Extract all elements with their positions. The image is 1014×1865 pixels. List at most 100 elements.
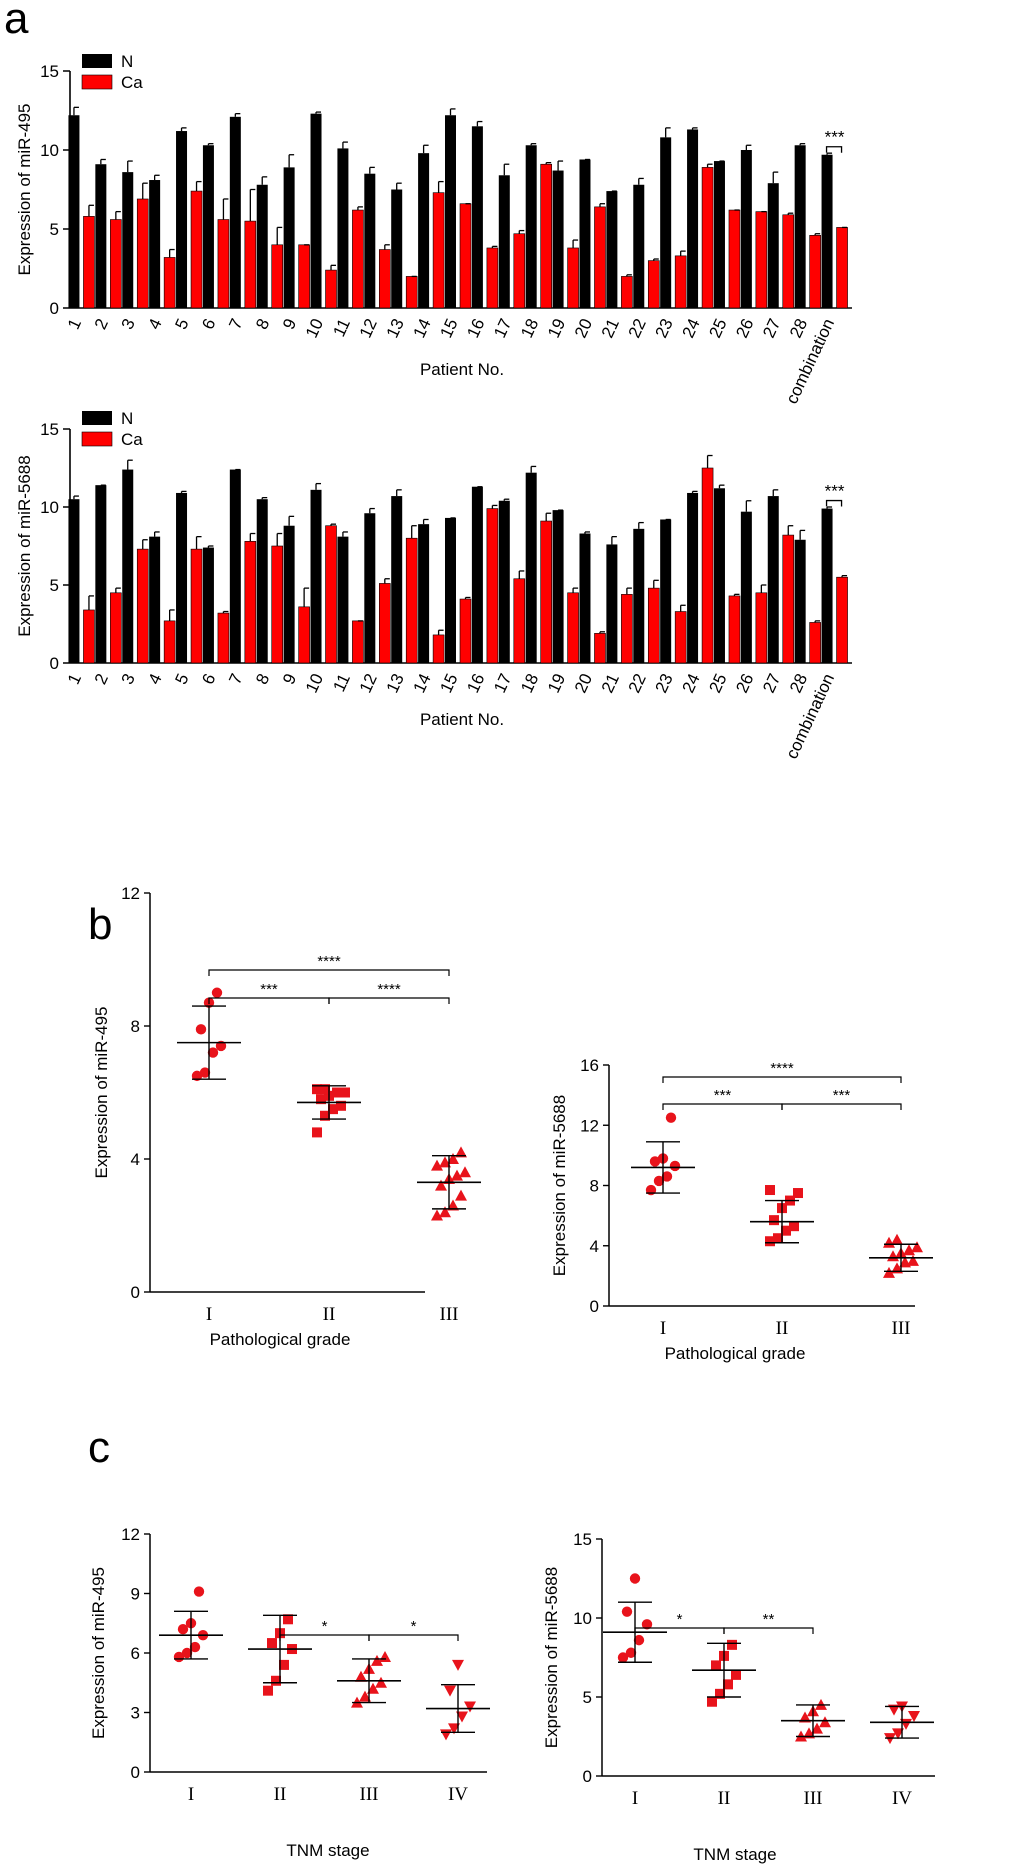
x-tick-label: 12	[356, 671, 381, 696]
significance-label: ****	[770, 1060, 794, 1077]
y-tick-label: 5	[583, 1688, 592, 1707]
y-tick-label: 0	[50, 299, 59, 318]
bar-ca	[809, 622, 821, 664]
x-tick-label: 28	[786, 671, 811, 696]
x-tick-label: I	[188, 1784, 194, 1805]
bar-ca	[486, 247, 499, 309]
significance-label: ****	[317, 953, 341, 970]
bar-n	[445, 115, 456, 309]
x-tick-label: 4	[145, 671, 166, 688]
x-tick-label: 1	[64, 671, 85, 688]
data-point	[765, 1185, 775, 1196]
data-point	[649, 1156, 661, 1167]
bar-n	[310, 489, 322, 663]
y-axis-title: Expression of miR-495	[89, 1567, 108, 1739]
x-tick-label: 21	[598, 671, 623, 696]
y-tick-label: 10	[573, 1609, 592, 1628]
data-point	[793, 1188, 803, 1199]
significance-label: *	[411, 1618, 417, 1635]
data-point	[440, 1729, 452, 1741]
significance-bracket	[825, 499, 843, 507]
y-tick-label: 6	[131, 1644, 140, 1663]
bar-n	[794, 145, 806, 308]
data-point	[711, 1660, 721, 1671]
x-axis-title: TNM stage	[286, 1841, 369, 1860]
significance-label: ***	[714, 1087, 732, 1104]
y-axis-title: Expression of miR-5688	[542, 1567, 561, 1748]
bar-ca	[728, 595, 741, 664]
data-point	[340, 1087, 350, 1098]
bar-n	[525, 145, 537, 308]
x-tick-label: 15	[436, 671, 461, 696]
x-tick-label: 23	[652, 316, 677, 341]
x-tick-label: 11	[329, 671, 354, 695]
legend-label-n: N	[121, 52, 133, 71]
data-point	[312, 1084, 322, 1095]
bar-ca	[110, 592, 122, 664]
data-point	[464, 1701, 476, 1713]
x-tick-label: IV	[892, 1788, 912, 1809]
x-tick-label: 25	[705, 671, 730, 696]
y-tick-label: 12	[580, 1116, 599, 1135]
bar-ca	[379, 249, 391, 309]
x-tick-label: 9	[279, 671, 300, 688]
data-point	[773, 1233, 783, 1244]
bar-ca	[540, 163, 552, 309]
bar-ca	[83, 216, 95, 309]
y-axis-title: Expression of miR-5688	[15, 455, 34, 636]
bar-n	[552, 510, 564, 663]
significance-bracket	[662, 1103, 783, 1110]
significance-bracket	[368, 1634, 459, 1641]
bar-n	[95, 485, 107, 663]
x-tick-label: 4	[145, 316, 166, 333]
x-tick-label: 13	[383, 316, 408, 341]
data-point	[803, 1727, 815, 1739]
x-tick-label: 17	[490, 316, 515, 341]
bar-ca	[459, 203, 472, 309]
data-point	[332, 1087, 342, 1098]
x-tick-label: IV	[448, 1784, 468, 1805]
data-point	[199, 1067, 211, 1078]
significance-bracket	[279, 1634, 370, 1641]
x-tick-label: 18	[517, 671, 542, 696]
x-tick-label: III	[360, 1784, 379, 1805]
bar-ca	[352, 620, 364, 664]
data-point	[765, 1236, 775, 1247]
bar-n	[579, 159, 591, 308]
bar-ca	[594, 206, 606, 309]
x-tick-label: III	[804, 1788, 823, 1809]
significance-bracket	[825, 146, 843, 153]
bar-ca	[809, 235, 821, 309]
y-tick-label: 4	[131, 1150, 140, 1169]
x-tick-label: 2	[91, 316, 112, 333]
significance-label: **	[763, 1611, 775, 1628]
data-point	[617, 1652, 629, 1663]
x-axis-title: Pathological grade	[210, 1330, 351, 1349]
bar-n	[229, 116, 241, 308]
data-point	[456, 1711, 468, 1723]
bar-ca	[674, 611, 687, 664]
bar-ca	[136, 548, 149, 664]
data-point	[723, 1679, 733, 1690]
bar-n	[525, 472, 537, 663]
bar-ca	[271, 545, 284, 664]
x-tick-label: I	[660, 1318, 666, 1339]
legend-label-n: N	[121, 409, 133, 428]
data-point	[781, 1225, 791, 1236]
bar-n	[418, 153, 430, 308]
bar-ca	[755, 211, 768, 309]
bar-ca	[567, 247, 579, 309]
bar-ca	[701, 467, 714, 664]
x-axis-title: Patient No.	[420, 710, 504, 729]
y-tick-label: 10	[40, 141, 59, 160]
bar-ca	[755, 592, 768, 664]
data-point	[336, 1100, 346, 1111]
bar-n	[633, 528, 645, 663]
y-tick-label: 4	[590, 1237, 599, 1256]
bar-ca	[271, 244, 284, 309]
x-tick-label: III	[440, 1304, 459, 1325]
x-tick-label: 27	[759, 671, 784, 696]
data-point	[263, 1685, 273, 1696]
